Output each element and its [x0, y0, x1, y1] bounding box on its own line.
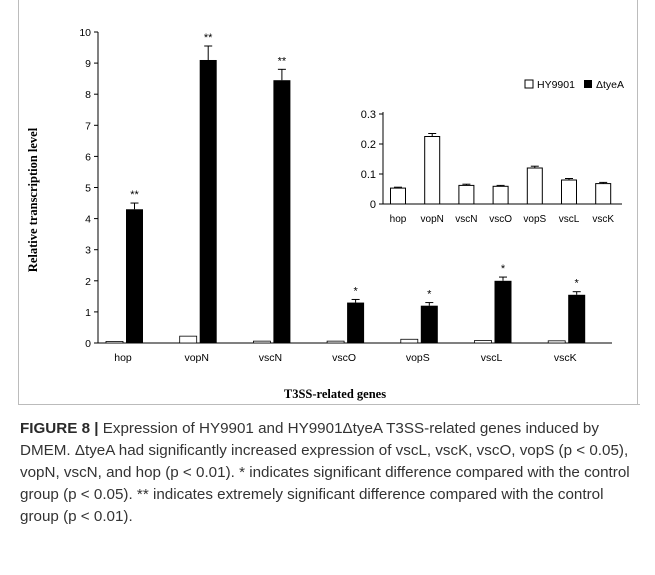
significance-mark: *	[501, 263, 506, 275]
figure-caption: FIGURE 8 | Expression of HY9901 and HY99…	[20, 418, 640, 528]
bar-hy9901	[326, 340, 345, 344]
legend-label-hy9901: HY9901	[537, 79, 575, 91]
bar-hy9901	[474, 340, 492, 344]
bar-hy9901	[400, 338, 419, 344]
caption-separator	[18, 404, 640, 405]
significance-mark: **	[130, 189, 139, 201]
x-tick-label: vscN	[259, 352, 282, 364]
x-tick-label: vscL	[481, 352, 503, 364]
y-tick-label: 1	[85, 307, 91, 319]
inset-y-tick-label: 0.1	[361, 169, 376, 181]
inset-bar	[492, 185, 509, 205]
y-tick-label: 3	[85, 245, 91, 257]
y-tick-label: 10	[79, 27, 91, 39]
inset-bar	[458, 184, 475, 205]
y-tick-label: 0	[85, 338, 91, 350]
inset-x-tick-label: vscO	[489, 214, 512, 225]
significance-mark: **	[204, 32, 213, 44]
bar-hy9901	[547, 340, 566, 344]
inset-bar	[424, 136, 441, 205]
y-tick-label: 7	[85, 120, 91, 132]
inset-x-tick-label: vopN	[421, 214, 444, 225]
y-tick-label: 9	[85, 58, 91, 70]
y-tick-label: 2	[85, 276, 91, 288]
significance-mark: *	[427, 289, 432, 301]
y-tick-label: 8	[85, 89, 91, 101]
inset-x-tick-label: vscN	[455, 214, 477, 225]
y-tick-label: 6	[85, 151, 91, 163]
inset-bar	[390, 187, 406, 205]
bar-hy9901	[179, 335, 198, 344]
inset-x-tick-label: hop	[390, 214, 407, 225]
y-axis-label: Relative transcription level	[26, 127, 40, 272]
inset-x-tick-label: vopS	[523, 214, 546, 225]
inset-bar	[561, 179, 577, 205]
y-tick-label: 5	[85, 183, 91, 195]
inset-x-tick-label: vscK	[592, 214, 614, 225]
x-tick-label: vscO	[332, 352, 356, 364]
bar-tyeA	[420, 305, 438, 343]
bar-hy9901	[252, 340, 271, 344]
inset-x-tick-label: vscL	[559, 214, 580, 225]
inset-y-tick-label: 0	[370, 199, 376, 211]
legend: HY9901 ΔtyeA	[524, 79, 624, 91]
bar-tyeA	[273, 80, 291, 343]
x-tick-label: vscK	[554, 352, 577, 364]
y-tick-label: 4	[85, 214, 91, 226]
inset-chart: 0 0.1 0.2 0.3 hop vopN vscN vscO vopS vscL vscK	[361, 109, 622, 225]
significance-mark: *	[353, 285, 358, 297]
caption-text: Expression of HY9901 and HY9901ΔtyeA T3S…	[20, 420, 630, 525]
legend-swatch-tyeA	[584, 80, 592, 88]
x-axis-label: T3SS-related genes	[284, 387, 386, 401]
main-chart: 012345678910**hop**vopN**vscN*vscO*vopS*…	[79, 27, 612, 364]
inset-bar	[595, 183, 612, 205]
inset-y-tick-label: 0.3	[361, 109, 376, 121]
x-tick-label: vopS	[406, 352, 430, 364]
x-tick-label: vopN	[184, 352, 209, 364]
bar-tyeA	[494, 280, 512, 343]
legend-label-tyeA: ΔtyeA	[596, 79, 624, 91]
inset-bar	[526, 167, 543, 205]
x-tick-label: hop	[114, 352, 132, 364]
significance-mark: *	[575, 278, 580, 290]
bar-tyeA	[568, 294, 586, 343]
bar-tyeA	[347, 302, 365, 343]
legend-swatch-hy9901	[524, 79, 534, 89]
bar-hy9901	[105, 341, 124, 344]
bar-tyeA	[199, 59, 217, 344]
inset-y-tick-label: 0.2	[361, 139, 376, 151]
caption-label: FIGURE 8 |	[20, 420, 99, 437]
bar-chart: 012345678910**hop**vopN**vscN*vscO*vopS*…	[26, 27, 624, 401]
bar-tyeA	[126, 209, 143, 343]
significance-mark: **	[278, 55, 287, 67]
